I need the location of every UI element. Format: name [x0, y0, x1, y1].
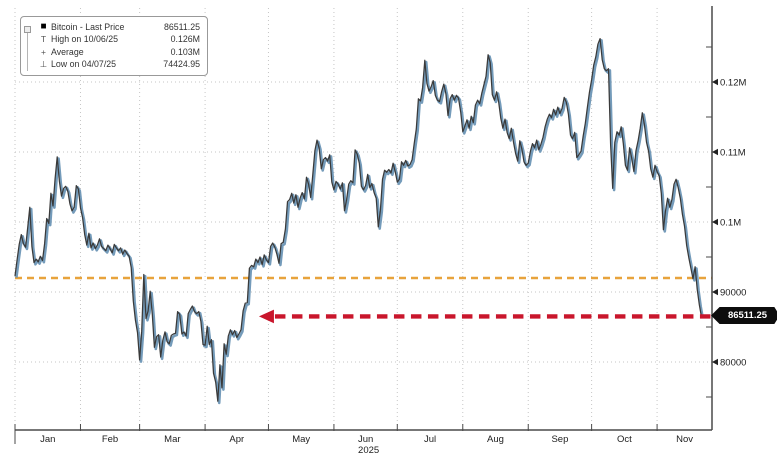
x-month-label: Nov	[676, 434, 693, 445]
y-tick-marker-icon	[712, 78, 718, 86]
x-month-label: Jan	[40, 434, 55, 445]
legend-high-value: 0.126M	[170, 34, 200, 45]
legend-average-value: 0.103M	[170, 46, 200, 57]
x-month-label: Feb	[102, 434, 118, 445]
last-price-marker-icon: ■	[40, 21, 47, 32]
legend-last-price-value: 86511.25	[163, 22, 200, 32]
last-price-axis-tag-text: 86511.25	[727, 310, 768, 321]
legend-item-average: + Average 0.103M	[38, 46, 200, 58]
average-marker-icon: +	[41, 46, 46, 57]
y-tick-label: 0.1M	[720, 217, 741, 228]
x-month-label: Mar	[164, 434, 180, 445]
legend-average-label: Average	[51, 46, 84, 57]
legend-item-last-price: ■ Bitcoin - Last Price 86511.25	[38, 21, 200, 33]
legend-last-price-label: Bitcoin - Last Price	[51, 22, 125, 32]
y-tick-marker-icon	[712, 218, 718, 226]
arrow-head-icon	[258, 309, 274, 324]
x-month-label: Oct	[617, 434, 632, 445]
y-tick-label: 0.12M	[720, 77, 746, 88]
y-tick-label: 80000	[720, 357, 746, 368]
legend-item-high: T High on 10/06/25 0.126M	[38, 33, 200, 45]
y-tick-marker-icon	[712, 148, 718, 156]
x-month-label: Apr	[229, 434, 244, 445]
x-month-label: Sep	[551, 434, 568, 445]
legend-box: ■ Bitcoin - Last Price 86511.25 T High o…	[20, 16, 208, 76]
last-price-axis-tag: 86511.25	[711, 307, 777, 324]
x-month-label: May	[292, 434, 310, 445]
x-month-label: Aug	[487, 434, 504, 445]
year-label: 2025	[358, 445, 379, 456]
high-marker-icon: T	[40, 34, 47, 45]
legend-high-label: High on 10/06/25	[51, 34, 119, 45]
y-tick-label: 90000	[720, 287, 746, 298]
price-line-blue	[15, 38, 705, 405]
y-tick-label: 0.11M	[720, 147, 746, 158]
legend-connector-line	[27, 33, 28, 71]
legend-item-low: ⊥ Low on 04/07/25 74424.95	[38, 58, 200, 70]
x-month-label: Jun	[358, 434, 373, 445]
legend-tree-toggle-icon[interactable]	[24, 26, 31, 33]
y-tick-marker-icon	[712, 358, 718, 366]
price-line	[14, 37, 703, 402]
y-tick-marker-icon	[712, 288, 718, 296]
legend-low-value: 74424.95	[163, 59, 200, 70]
x-month-label: Jul	[424, 434, 436, 445]
legend-low-label: Low on 04/07/25	[51, 59, 117, 70]
low-marker-icon: ⊥	[39, 59, 48, 70]
